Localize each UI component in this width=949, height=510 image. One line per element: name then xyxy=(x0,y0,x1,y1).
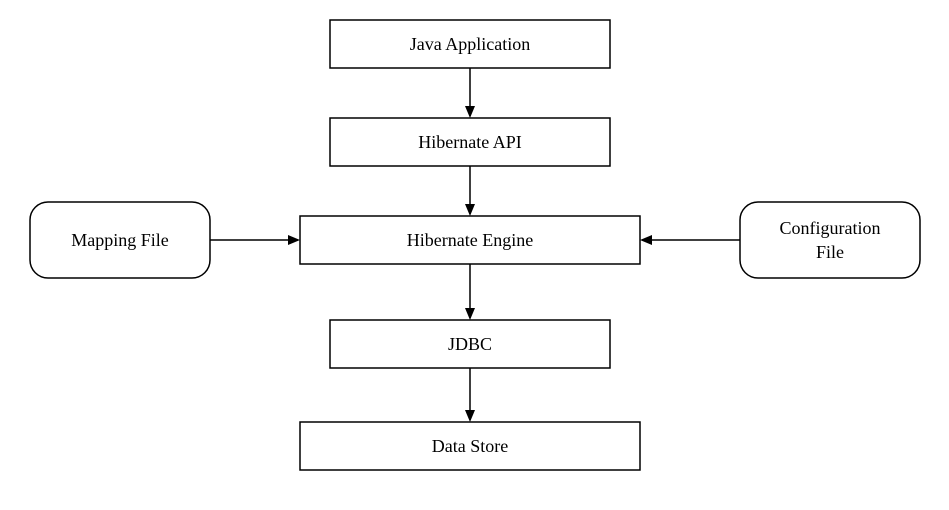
node-configuration-file: Configuration File xyxy=(740,202,920,278)
node-jdbc-label: JDBC xyxy=(448,334,492,354)
node-java-application-label: Java Application xyxy=(410,34,530,54)
node-hibernate-api-label: Hibernate API xyxy=(418,132,521,152)
node-configuration-file-label-line2: File xyxy=(816,242,844,262)
node-mapping-file: Mapping File xyxy=(30,202,210,278)
node-hibernate-engine: Hibernate Engine xyxy=(300,216,640,264)
node-hibernate-api: Hibernate API xyxy=(330,118,610,166)
hibernate-architecture-diagram: Java Application Hibernate API Hibernate… xyxy=(0,0,949,510)
node-data-store: Data Store xyxy=(300,422,640,470)
node-mapping-file-label: Mapping File xyxy=(71,230,169,250)
node-data-store-label: Data Store xyxy=(432,436,508,456)
node-java-application: Java Application xyxy=(330,20,610,68)
node-configuration-file-label-line1: Configuration xyxy=(780,218,881,238)
node-jdbc: JDBC xyxy=(330,320,610,368)
node-hibernate-engine-label: Hibernate Engine xyxy=(407,230,533,250)
